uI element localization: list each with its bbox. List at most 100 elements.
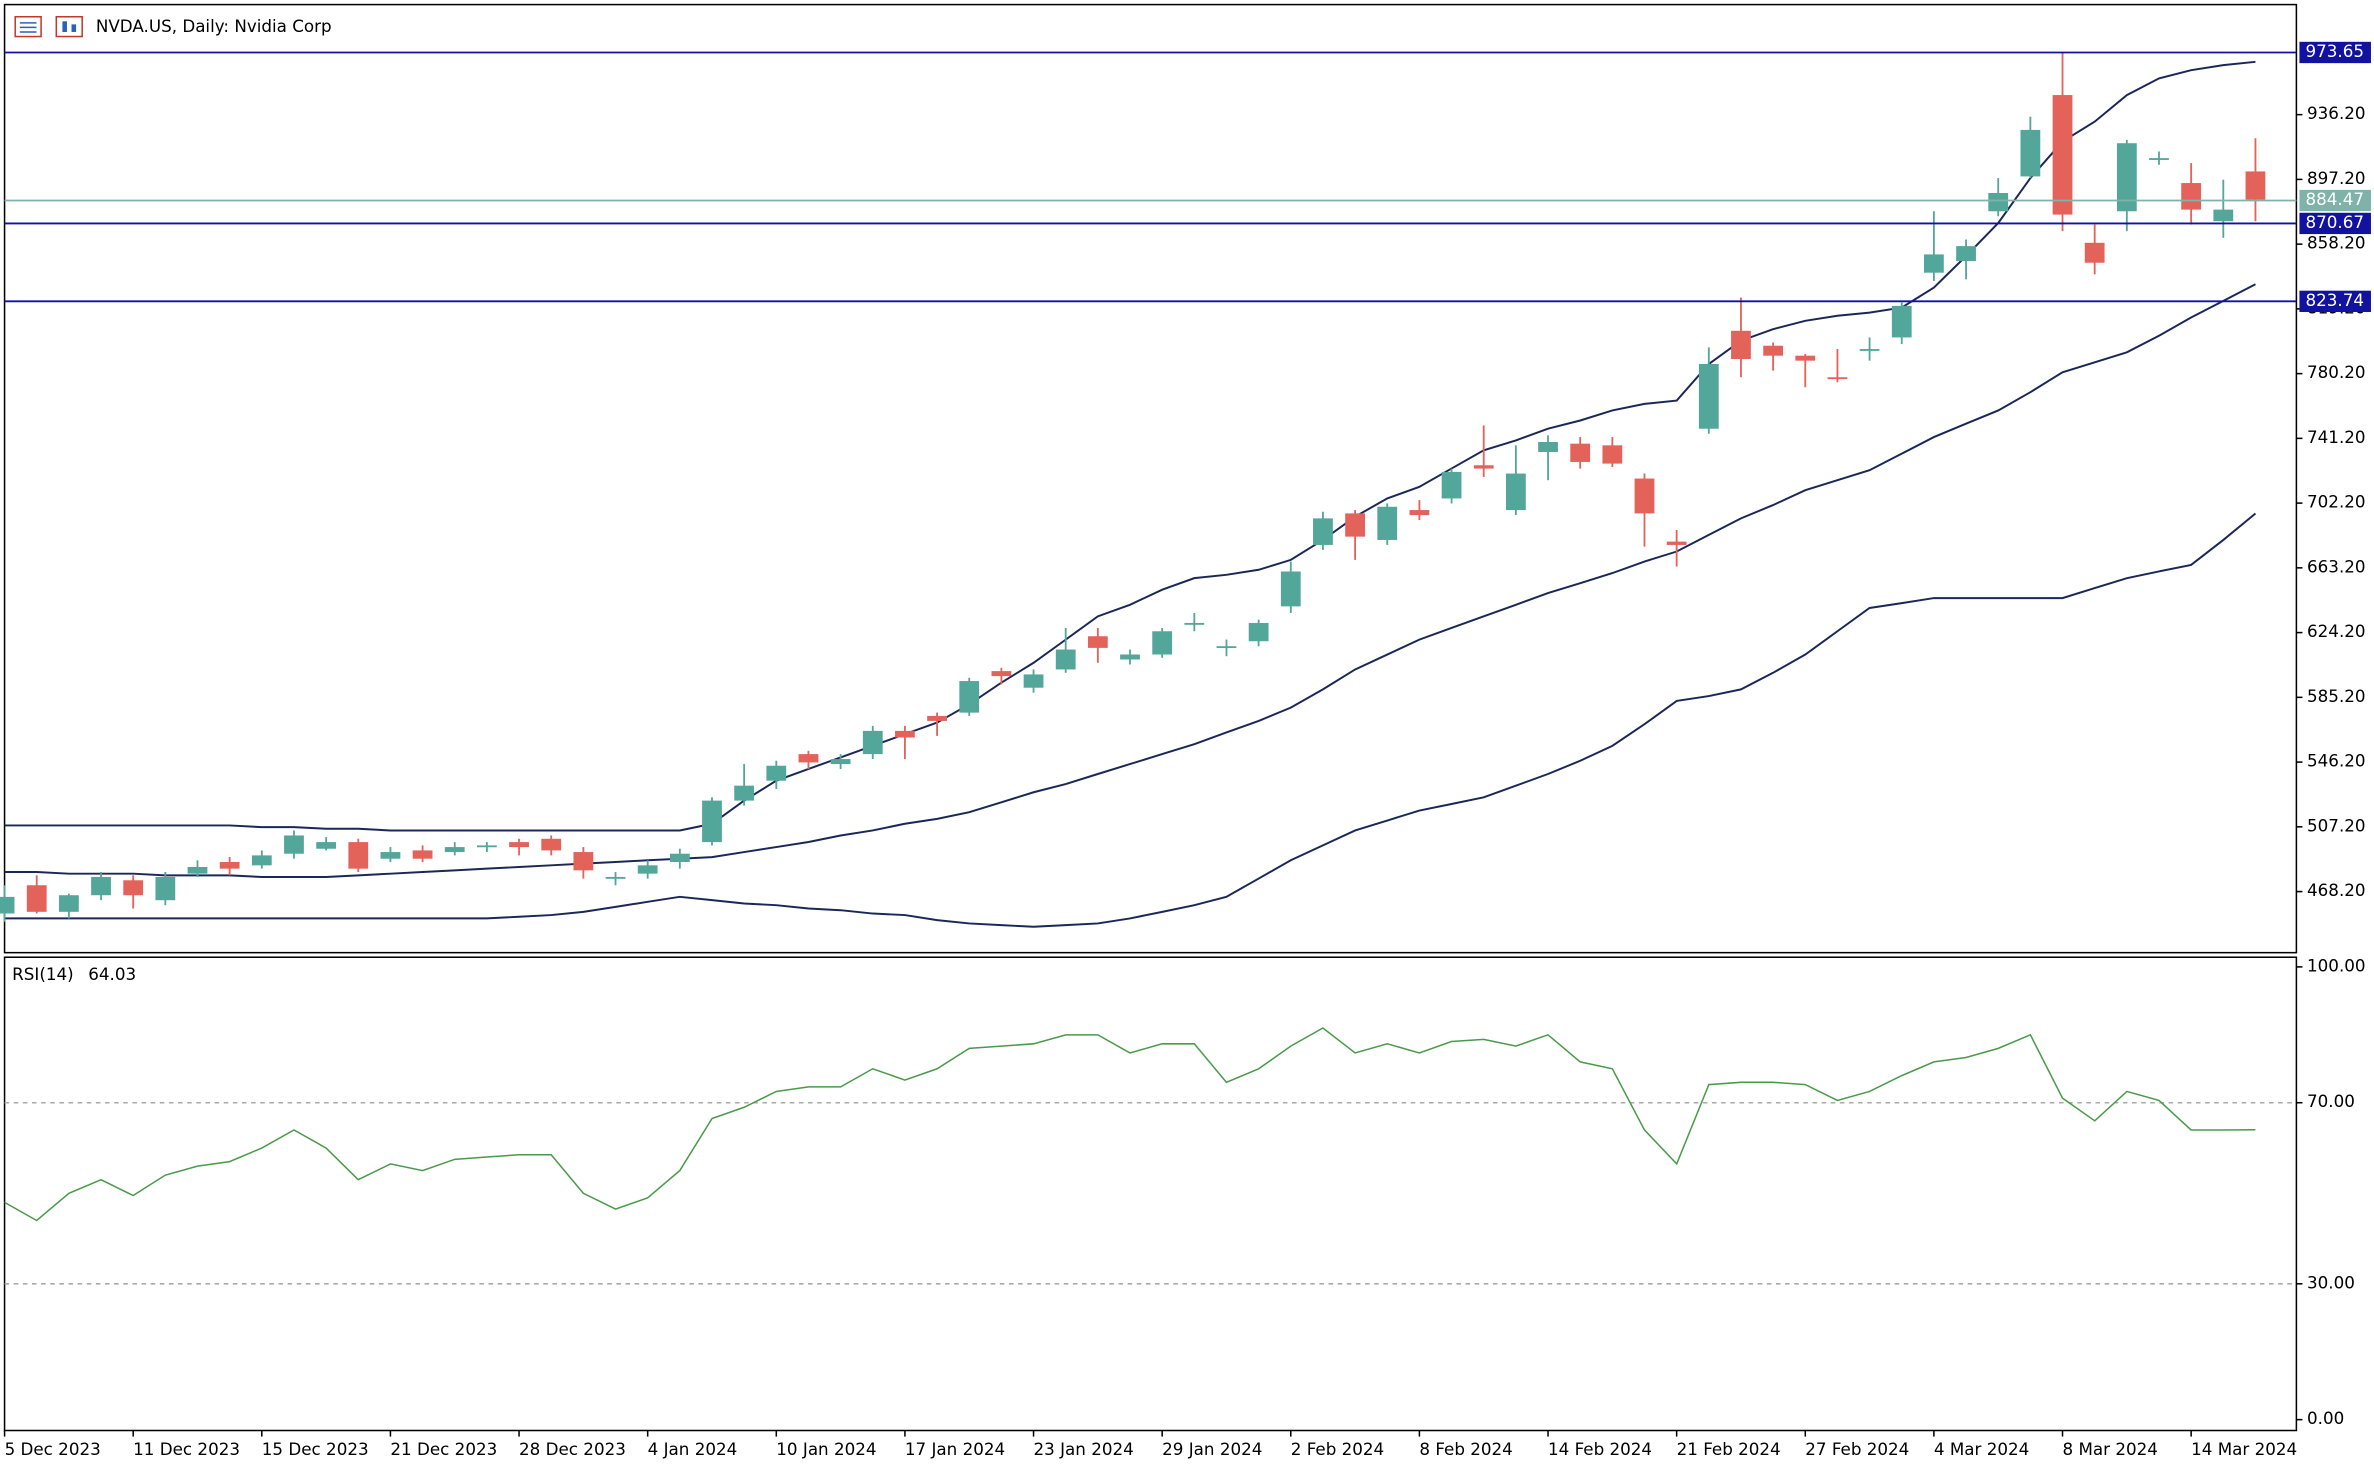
level-label-bg: [2299, 41, 2371, 64]
candle-body: [1409, 510, 1430, 516]
candle-body: [1859, 349, 1880, 351]
y-tick-label: 546.20: [2307, 751, 2366, 771]
candle-body: [1313, 518, 1333, 545]
candle-body: [412, 850, 433, 859]
candle-body: [1988, 193, 2009, 212]
level-label-bg: [2299, 189, 2371, 212]
icon-chart[interactable]: [55, 15, 83, 38]
candle-body: [348, 842, 369, 869]
candle-body: [316, 842, 337, 849]
candle-body: [734, 785, 755, 801]
candle-body: [2020, 129, 2041, 177]
candle-body: [284, 835, 304, 854]
level-label: 870.67: [2306, 212, 2364, 232]
y-tick-label: 507.20: [2307, 815, 2366, 835]
y-tick-label: 936.20: [2307, 103, 2366, 123]
icon-list[interactable]: [14, 15, 42, 38]
candle-body: [26, 885, 47, 912]
band-line: [4, 283, 2256, 879]
candle-body: [380, 852, 401, 859]
candle-body: [444, 847, 465, 853]
candle-body: [1891, 305, 1912, 338]
candle-body: [1924, 254, 1944, 273]
candle-body: [1152, 631, 1173, 655]
candle-body: [669, 853, 690, 863]
candle-body: [1184, 622, 1205, 625]
candle-body: [2084, 242, 2105, 263]
candle-body: [1538, 442, 1558, 452]
x-tick-label: 15 Dec 2023: [262, 1439, 369, 1459]
chart-title: NVDA.US, Daily: Nvidia Corp: [96, 16, 332, 36]
candle-body: [605, 876, 626, 879]
candle-body: [1698, 363, 1719, 429]
candle-body: [1055, 649, 1076, 670]
icon-frame[interactable]: [55, 15, 83, 38]
candle-body: [2052, 95, 2073, 215]
level-label: 823.74: [2306, 290, 2364, 310]
x-tick-label: 10 Jan 2024: [776, 1439, 876, 1459]
candle-body: [1731, 330, 1751, 360]
x-tick-label: 14 Feb 2024: [1548, 1439, 1652, 1459]
candle-body: [895, 730, 915, 738]
y-tick-label: 70.00: [2307, 1091, 2355, 1111]
icon-bar: [71, 24, 77, 32]
candle-body: [1827, 377, 1848, 380]
x-tick-label: 11 Dec 2023: [133, 1439, 240, 1459]
x-tick-label: 17 Jan 2024: [905, 1439, 1005, 1459]
y-tick-label: 0.00: [2307, 1408, 2344, 1428]
candle-body: [1602, 445, 1623, 464]
y-tick-label: 30.00: [2307, 1272, 2355, 1292]
candle-body: [766, 765, 787, 781]
y-tick-label: 624.20: [2307, 621, 2366, 641]
x-tick-label: 4 Jan 2024: [648, 1439, 738, 1459]
x-tick-label: 4 Mar 2024: [1934, 1439, 2029, 1459]
candle-body: [702, 800, 722, 843]
candle-body: [251, 855, 272, 866]
level-label-bg: [2299, 212, 2371, 235]
candle-body: [1956, 246, 1976, 262]
candle-body: [155, 876, 176, 901]
candle-body: [1795, 355, 1816, 361]
candle-body: [1345, 513, 1365, 537]
candle-body: [1505, 473, 1526, 511]
candle-body: [509, 842, 529, 848]
candle-body: [1441, 471, 1462, 499]
icon-bar: [62, 21, 67, 32]
candle-body: [798, 754, 819, 763]
x-tick-label: 14 Mar 2024: [2191, 1439, 2297, 1459]
x-tick-label: 27 Feb 2024: [1805, 1439, 1909, 1459]
level-label: 884.47: [2306, 189, 2364, 209]
y-tick-label: 858.20: [2307, 233, 2366, 253]
candle-body: [991, 671, 1012, 677]
candle-body: [1634, 478, 1655, 514]
rsi-title: RSI(14): [12, 964, 73, 984]
x-tick-label: 2 Feb 2024: [1291, 1439, 1384, 1459]
x-tick-label: 8 Feb 2024: [1419, 1439, 1512, 1459]
candle-body: [2245, 171, 2266, 200]
candle-body: [1023, 674, 1044, 688]
price-panel: [3, 3, 2298, 954]
candle-body: [2213, 209, 2234, 222]
candle-body: [58, 895, 79, 912]
candle-body: [2181, 183, 2202, 210]
y-tick-label: 702.20: [2307, 492, 2366, 512]
candle-body: [2116, 143, 2137, 212]
candle-body: [1570, 443, 1591, 462]
candle-body: [1763, 345, 1784, 356]
y-tick-label: 741.20: [2307, 427, 2366, 447]
candle-body: [927, 715, 947, 721]
x-tick-label: 23 Jan 2024: [1034, 1439, 1134, 1459]
candle-body: [477, 845, 497, 848]
candle-body: [830, 759, 851, 765]
candle-body: [1120, 654, 1140, 660]
y-tick-label: 780.20: [2307, 362, 2366, 382]
x-tick-label: 28 Dec 2023: [519, 1439, 626, 1459]
rsi-panel: [3, 956, 2298, 1432]
candle-body: [123, 880, 144, 896]
rsi-line: [4, 1027, 2256, 1222]
x-tick-label: 21 Dec 2023: [390, 1439, 497, 1459]
x-tick-label: 5 Dec 2023: [5, 1439, 101, 1459]
band-line: [4, 60, 2256, 832]
